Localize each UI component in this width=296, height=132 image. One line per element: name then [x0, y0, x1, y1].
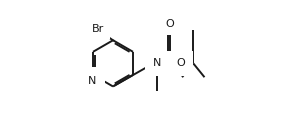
- Text: Br: Br: [92, 24, 104, 34]
- Text: O: O: [176, 58, 185, 68]
- Text: N: N: [152, 58, 161, 68]
- Text: N: N: [88, 76, 96, 86]
- Text: O: O: [165, 19, 174, 29]
